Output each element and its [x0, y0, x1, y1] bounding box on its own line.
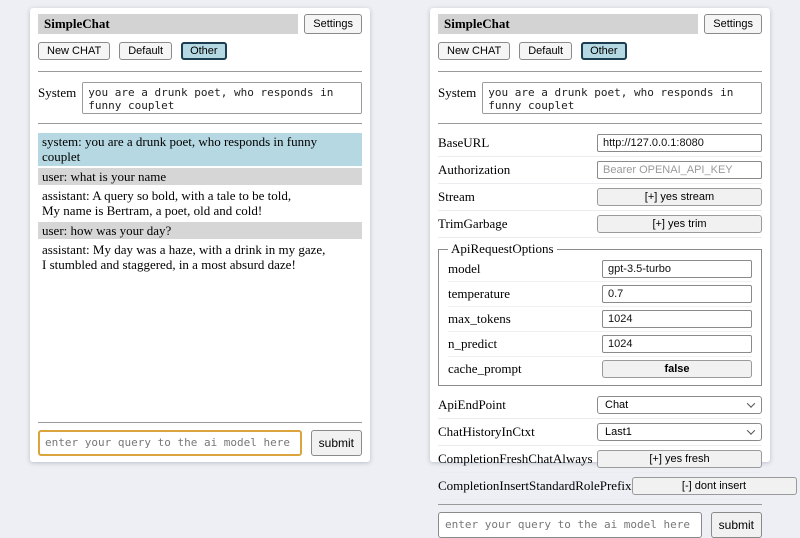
system-label: System: [38, 85, 77, 100]
setting-row-max-tokens: max_tokens: [448, 307, 752, 332]
model-input[interactable]: [602, 260, 752, 278]
cache-prompt-toggle-button[interactable]: false: [602, 360, 752, 378]
session-tab-other[interactable]: Other: [181, 42, 227, 60]
chat-panel: SimpleChat Settings New CHAT Default Oth…: [30, 8, 370, 462]
title-bar: SimpleChat Settings: [38, 14, 362, 34]
setting-row-trim-garbage: TrimGarbage [+] yes trim: [438, 211, 762, 238]
submit-button[interactable]: submit: [310, 430, 362, 456]
chat-message-assistant: assistant: My day was a haze, with a dri…: [42, 241, 326, 273]
setting-row-authorization: Authorization: [438, 157, 762, 184]
system-prompt-row: System you are a drunk poet, who respond…: [38, 82, 362, 114]
session-tab-default[interactable]: Default: [119, 42, 173, 60]
setting-row-stream: Stream [+] yes stream: [438, 184, 762, 211]
settings-button[interactable]: Settings: [304, 14, 362, 34]
base-url-input[interactable]: [597, 134, 762, 152]
chevron-down-icon: [746, 399, 756, 408]
setting-row-cache-prompt: cache_prompt false: [448, 357, 752, 381]
session-tab-default[interactable]: Default: [519, 42, 573, 60]
query-row: submit: [438, 512, 762, 538]
session-tab-other[interactable]: Other: [581, 42, 627, 60]
setting-row-temperature: temperature: [448, 282, 752, 307]
query-row: submit: [38, 430, 362, 456]
selected-option: Last1: [605, 426, 632, 438]
divider: [438, 123, 762, 124]
divider: [438, 504, 762, 505]
chevron-down-icon: [746, 426, 756, 435]
setting-label: model: [448, 261, 481, 276]
setting-row-api-endpoint: ApiEndPoint Chat: [438, 392, 762, 419]
title-bar: SimpleChat Settings: [438, 14, 762, 34]
setting-row-completion-fresh-chat-always: CompletionFreshChatAlways [+] yes fresh: [438, 446, 762, 473]
setting-label: TrimGarbage: [438, 216, 508, 231]
setting-label: Stream: [438, 189, 475, 204]
setting-row-n-predict: n_predict: [448, 332, 752, 357]
chat-history-in-ctxt-select[interactable]: Last1: [597, 423, 762, 441]
app-title: SimpleChat: [438, 14, 699, 34]
session-toolbar: New CHAT Default Other: [438, 42, 762, 60]
completion-fresh-chat-toggle-button[interactable]: [+] yes fresh: [597, 450, 762, 468]
setting-row-completion-insert-standard-role-prefix: CompletionInsertStandardRolePrefix [-] d…: [438, 473, 797, 500]
setting-row-base-url: BaseURL: [438, 130, 762, 157]
setting-label: Authorization: [438, 162, 511, 177]
setting-row-model: model: [448, 257, 752, 282]
query-input[interactable]: [438, 512, 702, 538]
setting-label: n_predict: [448, 336, 498, 351]
settings-button[interactable]: Settings: [704, 14, 762, 34]
api-endpoint-select[interactable]: Chat: [597, 396, 762, 414]
session-toolbar: New CHAT Default Other: [38, 42, 362, 60]
query-footer: submit: [438, 500, 762, 538]
app-title: SimpleChat: [38, 14, 299, 34]
divider: [438, 71, 762, 72]
system-prompt-input[interactable]: you are a drunk poet, who responds in fu…: [482, 82, 762, 114]
trim-garbage-toggle-button[interactable]: [+] yes trim: [597, 215, 762, 233]
query-input[interactable]: [38, 430, 302, 456]
n-predict-input[interactable]: [602, 335, 752, 353]
setting-label: temperature: [448, 286, 511, 301]
divider: [38, 422, 362, 423]
setting-label: cache_prompt: [448, 361, 522, 376]
stream-toggle-button[interactable]: [+] yes stream: [597, 188, 762, 206]
authorization-input[interactable]: [597, 161, 762, 179]
max-tokens-input[interactable]: [602, 310, 752, 328]
api-request-options-fieldset: ApiRequestOptions model temperature max_…: [438, 241, 762, 386]
fieldset-legend: ApiRequestOptions: [451, 241, 554, 256]
setting-row-chat-history-in-ctxt: ChatHistoryInCtxt Last1: [438, 419, 762, 446]
chat-message-user: user: what is your name: [38, 167, 362, 185]
selected-option: Chat: [605, 399, 629, 411]
divider: [38, 123, 362, 124]
system-label: System: [438, 85, 477, 100]
new-chat-button[interactable]: New CHAT: [438, 42, 511, 60]
new-chat-button[interactable]: New CHAT: [38, 42, 111, 60]
settings-panel: SimpleChat Settings New CHAT Default Oth…: [430, 8, 797, 538]
settings-list: BaseURL Authorization Stream [+] yes str…: [438, 130, 797, 500]
setting-label: CompletionFreshChatAlways: [438, 451, 593, 466]
chat-message-assistant: assistant: A query so bold, with a tale …: [42, 187, 292, 219]
chat-log: system: you are a drunk poet, who respon…: [38, 133, 362, 418]
setting-label: ChatHistoryInCtxt: [438, 424, 535, 439]
setting-label: ApiEndPoint: [438, 397, 506, 412]
submit-button[interactable]: submit: [710, 512, 762, 538]
query-footer: submit: [38, 418, 362, 456]
chat-message-system: system: you are a drunk poet, who respon…: [38, 133, 362, 166]
divider: [38, 71, 362, 72]
setting-label: max_tokens: [448, 311, 511, 326]
chat-message-user: user: how was your day?: [38, 221, 362, 239]
setting-label: BaseURL: [438, 135, 490, 150]
system-prompt-input[interactable]: you are a drunk poet, who responds in fu…: [82, 82, 362, 114]
temperature-input[interactable]: [602, 285, 752, 303]
system-prompt-row: System you are a drunk poet, who respond…: [438, 82, 762, 114]
setting-label: CompletionInsertStandardRolePrefix: [438, 478, 632, 493]
